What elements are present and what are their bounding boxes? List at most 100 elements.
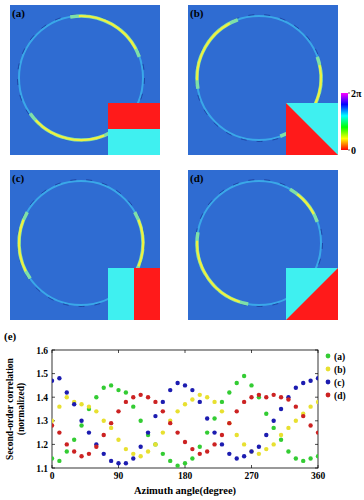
data-point	[109, 426, 113, 430]
legend-marker	[326, 367, 331, 372]
colorbar-label: 0	[351, 145, 356, 156]
data-point	[227, 421, 231, 425]
y-axis-label: (normalized)	[16, 383, 27, 435]
data-point	[146, 449, 150, 453]
image-panel: (d)	[188, 170, 338, 320]
data-point	[271, 419, 275, 423]
data-point	[161, 452, 165, 456]
data-point	[57, 430, 61, 434]
data-point	[138, 454, 142, 458]
x-tick-label: 270	[244, 471, 259, 481]
legend-label: (c)	[334, 378, 345, 389]
data-point	[102, 419, 106, 423]
data-point	[279, 395, 283, 399]
data-point	[116, 409, 120, 413]
ring-bright	[79, 16, 136, 49]
data-point	[65, 395, 69, 399]
data-point	[257, 452, 261, 456]
data-point	[235, 381, 239, 385]
panel-label: (a)	[12, 7, 25, 20]
data-point	[72, 437, 76, 441]
x-tick	[52, 465, 53, 468]
data-point	[72, 402, 76, 406]
x-tick-label: 360	[311, 471, 326, 481]
data-point	[124, 447, 128, 451]
data-point	[52, 456, 54, 460]
data-point	[279, 437, 283, 441]
data-point	[87, 452, 91, 456]
x-tick-label: 90	[114, 471, 124, 481]
panel-background	[10, 170, 160, 320]
data-point	[212, 416, 216, 420]
ring-bright-halo	[19, 212, 30, 279]
data-point	[116, 388, 120, 392]
data-point	[65, 449, 69, 453]
data-point	[279, 433, 283, 437]
data-point	[249, 395, 253, 399]
ring-bright-halo	[290, 189, 317, 221]
data-point	[153, 442, 157, 446]
data-point	[94, 445, 98, 449]
data-point	[212, 442, 216, 446]
y-tick	[52, 373, 55, 374]
data-point	[183, 461, 187, 465]
ring-bright	[19, 220, 26, 271]
data-point	[138, 393, 142, 397]
data-point	[94, 409, 98, 413]
y-tick-right	[315, 420, 318, 421]
inset-base	[286, 268, 338, 320]
x-tick-top	[185, 350, 186, 353]
data-point	[153, 442, 157, 446]
inset-phase	[108, 103, 160, 129]
x-tick-top	[318, 350, 319, 353]
legend-label: (a)	[334, 352, 345, 363]
data-point	[205, 416, 209, 420]
data-point	[249, 449, 253, 453]
data-point	[198, 452, 202, 456]
y-tick-label: 1.5	[36, 369, 48, 379]
data-point	[316, 430, 318, 434]
data-point	[271, 393, 275, 397]
colorbar-tick	[348, 93, 350, 94]
ring-bright	[138, 220, 143, 266]
image-panel: (b)	[188, 5, 338, 155]
data-point	[161, 400, 165, 404]
data-point	[65, 442, 69, 446]
data-point	[161, 409, 165, 413]
x-tick-top	[52, 350, 53, 353]
data-point	[124, 461, 128, 465]
x-axis-label: Azimuth angle(degree)	[134, 485, 237, 497]
panel-label: (b)	[190, 7, 204, 20]
data-point	[316, 376, 318, 380]
data-point	[294, 386, 298, 390]
data-point	[220, 442, 224, 446]
legend-label: (d)	[334, 391, 346, 402]
data-point	[242, 400, 246, 404]
image-panel: (a)	[10, 5, 160, 155]
legend-marker	[326, 354, 331, 359]
data-point	[52, 419, 54, 423]
data-point	[153, 400, 157, 404]
x-tick-label: 0	[50, 471, 55, 481]
data-point	[175, 463, 179, 467]
data-point	[131, 395, 135, 399]
data-point	[227, 421, 231, 425]
data-point	[87, 404, 91, 408]
y-tick-right	[315, 350, 318, 351]
data-point	[116, 437, 120, 441]
ring-bright-halo	[135, 212, 143, 274]
data-point	[279, 407, 283, 411]
data-point	[235, 456, 239, 460]
data-point	[183, 402, 187, 406]
data-point	[227, 390, 231, 394]
data-point	[235, 409, 239, 413]
data-point	[242, 442, 246, 446]
data-point	[175, 381, 179, 385]
data-point	[146, 430, 150, 434]
ring-bright	[297, 194, 314, 214]
data-point	[102, 386, 106, 390]
data-point	[153, 414, 157, 418]
data-point	[205, 449, 209, 453]
inset-base	[286, 103, 338, 155]
data-point	[190, 388, 194, 392]
